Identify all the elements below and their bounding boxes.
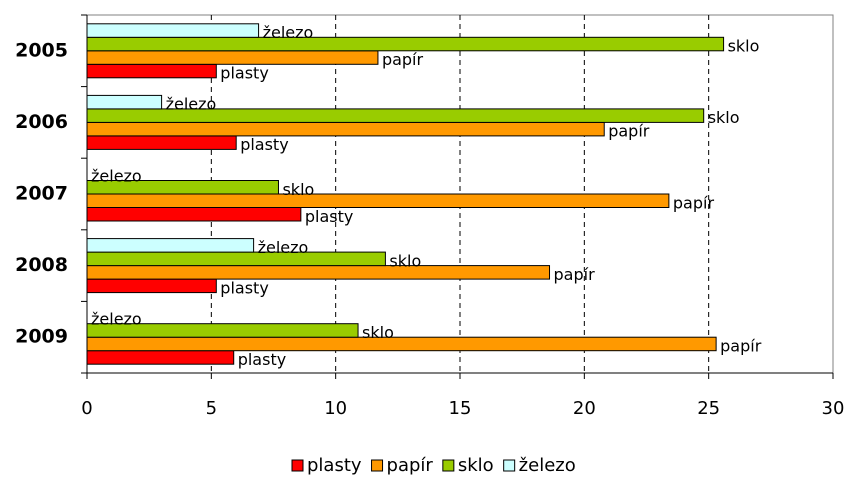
data-label: železo	[91, 166, 142, 185]
data-label: plasty	[240, 135, 288, 154]
x-tick-label: 30	[822, 398, 845, 419]
y-tick-label: 2009	[15, 326, 68, 348]
data-label: železo	[263, 23, 314, 42]
data-label: papír	[382, 50, 424, 69]
legend-swatch	[442, 459, 455, 472]
y-tick-label: 2006	[15, 111, 68, 133]
y-tick-label: 2008	[15, 254, 68, 276]
bar	[86, 63, 217, 79]
bar	[86, 121, 605, 137]
x-tick-label: 25	[697, 398, 720, 419]
data-label: plasty	[220, 64, 268, 83]
x-tick-label: 10	[324, 398, 347, 419]
data-label: sklo	[728, 37, 760, 56]
bar	[86, 50, 379, 65]
bar	[86, 278, 217, 294]
bar	[86, 94, 163, 110]
legend-label: plasty	[307, 455, 362, 476]
data-label: plasty	[305, 207, 353, 226]
bar	[86, 108, 705, 123]
data-label: sklo	[282, 180, 314, 199]
legend-swatch	[291, 459, 304, 472]
bar	[86, 23, 260, 38]
data-label: sklo	[708, 108, 740, 127]
bar	[86, 350, 235, 365]
bar	[86, 207, 302, 222]
bar	[86, 180, 279, 195]
x-tick-label: 5	[206, 398, 217, 419]
legend-swatch	[371, 459, 384, 472]
bar	[86, 336, 717, 352]
legend-label: železo	[519, 455, 576, 476]
data-label: železo	[258, 238, 309, 257]
data-label: plasty	[220, 278, 268, 297]
x-tick-label: 15	[449, 398, 472, 419]
x-tick-label: 0	[81, 398, 92, 419]
bar	[86, 193, 670, 208]
bar	[86, 323, 359, 338]
data-label: papír	[720, 336, 762, 355]
data-label: sklo	[362, 323, 394, 342]
legend-label: papír	[387, 455, 434, 476]
data-label: papír	[673, 193, 715, 212]
data-label: železo	[91, 309, 142, 328]
y-tick-label: 2005	[15, 39, 68, 61]
legend-label: sklo	[458, 455, 494, 476]
data-label: papír	[554, 265, 596, 284]
data-label: papír	[608, 122, 650, 141]
bar	[86, 238, 255, 253]
data-label: železo	[166, 95, 217, 114]
bar	[86, 36, 725, 52]
y-tick-label: 2007	[15, 183, 68, 205]
bar	[86, 135, 237, 150]
x-tick-label: 20	[573, 398, 596, 419]
data-label: sklo	[389, 251, 421, 270]
data-label: plasty	[238, 350, 286, 369]
bar	[86, 251, 386, 267]
legend-swatch	[503, 459, 516, 472]
bar	[86, 265, 551, 280]
